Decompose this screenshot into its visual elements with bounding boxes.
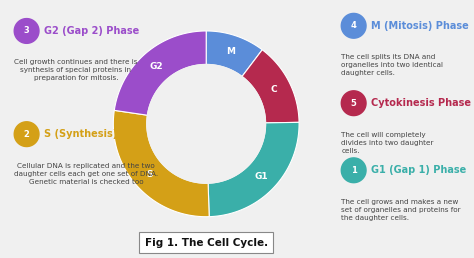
Text: Cellular DNA is replicated and the two
daughter cells each get one set of DNA.
G: Cellular DNA is replicated and the two d… [14, 163, 158, 184]
Text: 2: 2 [24, 130, 29, 139]
Text: The cell splits its DNA and
organelles into two identical
daughter cells.: The cell splits its DNA and organelles i… [341, 54, 443, 76]
Text: S (Synthesis) Phase: S (Synthesis) Phase [44, 129, 154, 139]
Text: Cell growth continues and there is
synthesis of special proteins in
preparation : Cell growth continues and there is synth… [14, 59, 138, 81]
Polygon shape [114, 31, 206, 115]
Text: G2 (Gap 2) Phase: G2 (Gap 2) Phase [44, 26, 139, 36]
Polygon shape [341, 13, 366, 38]
Text: Fig 1. The Cell Cycle.: Fig 1. The Cell Cycle. [145, 238, 268, 247]
Polygon shape [206, 31, 262, 77]
Text: M: M [226, 47, 235, 56]
Polygon shape [14, 122, 39, 147]
Text: 3: 3 [24, 27, 29, 35]
Text: The cell grows and makes a new
set of organelles and proteins for
the daughter c: The cell grows and makes a new set of or… [341, 199, 461, 221]
Text: 4: 4 [351, 21, 356, 30]
Text: M (Mitosis) Phase: M (Mitosis) Phase [371, 21, 468, 31]
Text: 5: 5 [351, 99, 356, 108]
Text: The cell will completely
divides into two daughter
cells.: The cell will completely divides into tw… [341, 132, 434, 154]
Text: Cytokinesis Phase: Cytokinesis Phase [371, 98, 471, 108]
Polygon shape [208, 122, 299, 217]
Text: 1: 1 [351, 166, 356, 175]
Text: G1: G1 [255, 172, 268, 181]
Text: G1 (Gap 1) Phase: G1 (Gap 1) Phase [371, 165, 466, 175]
Text: S: S [146, 170, 153, 179]
Polygon shape [113, 110, 209, 217]
Text: G2: G2 [150, 62, 163, 71]
Polygon shape [341, 158, 366, 183]
Polygon shape [341, 91, 366, 116]
Polygon shape [242, 50, 299, 123]
Polygon shape [14, 19, 39, 43]
Polygon shape [147, 64, 265, 183]
Text: C: C [271, 85, 277, 94]
